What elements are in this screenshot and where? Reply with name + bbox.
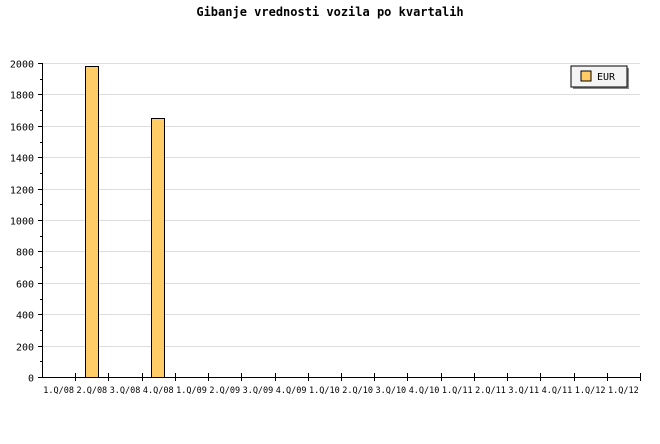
y-tick-label: 200: [16, 343, 34, 354]
x-tick-label: 1.Q/11: [442, 386, 473, 396]
x-tick-label: 4.Q/11: [542, 386, 573, 396]
legend-label: EUR: [597, 72, 616, 83]
y-tick-label: 600: [16, 280, 34, 291]
y-tick-label: 800: [16, 248, 34, 259]
bars: [85, 66, 165, 378]
axes: 0 200 400 600 800 1000 1200 1400 1600 1800 2000 1.Q…: [10, 60, 641, 396]
x-tick-label: 4.Q/08: [143, 386, 174, 396]
x-tick-label: 4.Q/10: [409, 386, 440, 396]
x-tick-label: 1.Q/10: [309, 386, 340, 396]
x-tick-label: 2.Q/09: [209, 386, 240, 396]
x-tick-label: 2.Q/10: [342, 386, 373, 396]
y-tick-label: 1600: [10, 123, 34, 134]
x-tick-label: 1.Q/09: [176, 386, 207, 396]
x-tick-label: 1.Q/08: [43, 386, 74, 396]
x-tick-label: 2.Q/08: [76, 386, 107, 396]
bar-4.Q/08: [151, 118, 165, 378]
x-tick-label: 1.Q/12: [608, 386, 639, 396]
y-tick-label: 1000: [10, 217, 34, 228]
x-tick-label: 3.Q/08: [110, 386, 141, 396]
x-tick-label: 3.Q/10: [375, 386, 406, 396]
x-tick-label: 3.Q/11: [508, 386, 539, 396]
y-tick-label: 1400: [10, 154, 34, 165]
grid: [42, 63, 640, 347]
y-tick-label: 1200: [10, 186, 34, 197]
chart-title: Gibanje vrednosti vozila po kvartalih: [196, 5, 463, 19]
bar-2.Q/08: [85, 66, 99, 378]
legend: EUR: [570, 65, 629, 89]
x-tick-label: 3.Q/09: [243, 386, 274, 396]
y-tick-label: 0: [28, 374, 34, 385]
y-tick-label: 1800: [10, 91, 34, 102]
legend-swatch: [580, 70, 592, 82]
x-tick-label: 4.Q/09: [276, 386, 307, 396]
y-tick-label: 2000: [10, 60, 34, 71]
x-tick-label: 2.Q/11: [475, 386, 506, 396]
x-tick-label: 1.Q/12: [575, 386, 606, 396]
y-tick-label: 400: [16, 311, 34, 322]
